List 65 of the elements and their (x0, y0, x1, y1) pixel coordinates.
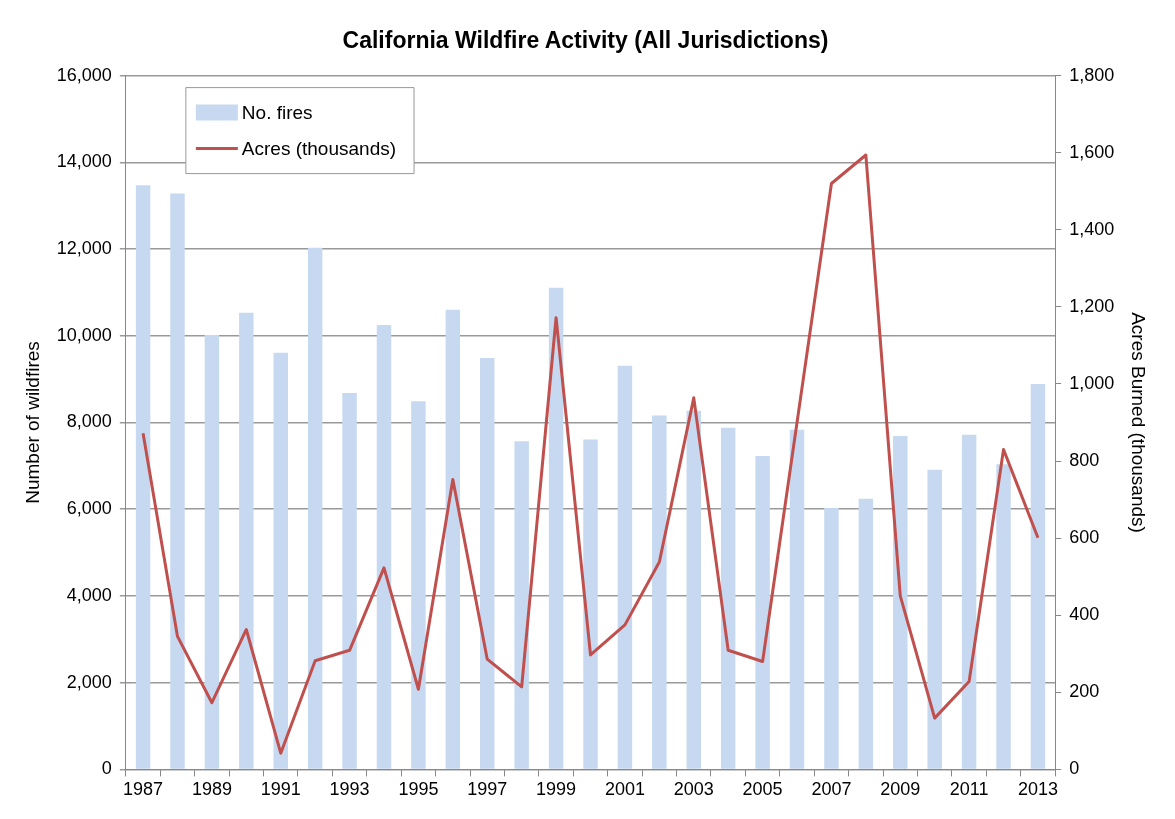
y2-tick-label: 0 (1069, 758, 1080, 779)
bar (583, 439, 598, 769)
x-tick-label: 1991 (260, 779, 301, 800)
bar (411, 401, 426, 769)
bar (1030, 383, 1046, 769)
x-tick-label: 1995 (398, 779, 439, 800)
x-tick-label: 1999 (536, 779, 577, 800)
x-tick-label: 2005 (742, 779, 783, 800)
legend-label: Acres (thousands) (241, 137, 397, 159)
bar (789, 429, 805, 769)
y-axis-title: Number of wildfires (21, 341, 43, 504)
y2-tick-label: 1,800 (1069, 64, 1115, 85)
bar (824, 507, 839, 769)
bar (307, 247, 323, 769)
x-tick-label: 2001 (604, 779, 645, 800)
bar (927, 469, 942, 769)
y-tick-label: 14,000 (56, 151, 112, 172)
bar (548, 287, 564, 769)
x-tick-label: 1993 (329, 779, 370, 800)
bar (652, 415, 667, 769)
y2-tick-label: 400 (1069, 604, 1100, 625)
y2-tick-label: 600 (1069, 527, 1100, 548)
bar (204, 334, 220, 769)
y-tick-label: 12,000 (56, 238, 112, 259)
y-tick-label: 16,000 (56, 64, 112, 85)
bar (514, 441, 529, 769)
bar (342, 393, 357, 769)
bar (686, 410, 701, 769)
x-tick-label: 2013 (1017, 779, 1058, 800)
y2-tick-label: 1,000 (1069, 372, 1115, 393)
bar (720, 427, 736, 769)
y-tick-label: 0 (101, 758, 112, 779)
legend-label: No. fires (241, 101, 313, 123)
bar (961, 434, 977, 769)
x-tick-label: 2011 (949, 779, 989, 800)
x-tick-label: 2007 (811, 779, 852, 800)
bar (858, 498, 874, 769)
x-tick-label: 1987 (123, 779, 164, 800)
bar (755, 455, 770, 769)
bar (135, 185, 151, 769)
y-tick-label: 4,000 (66, 584, 112, 605)
bar (170, 193, 185, 769)
y2-tick-label: 1,200 (1069, 295, 1115, 316)
y-tick-label: 8,000 (66, 411, 112, 432)
x-tick-label: 2009 (880, 779, 921, 800)
bar (617, 365, 633, 769)
bar (239, 312, 254, 769)
y2-tick-label: 1,400 (1069, 218, 1115, 239)
y2-axis-title: Acres Burned (thousands) (1128, 312, 1150, 533)
y-tick-label: 6,000 (66, 498, 112, 519)
bar (480, 357, 495, 769)
y2-tick-label: 800 (1069, 450, 1100, 471)
x-tick-label: 1989 (191, 779, 232, 800)
bar (893, 435, 908, 769)
bar (376, 324, 392, 769)
bar (273, 352, 288, 769)
bar (445, 309, 461, 769)
x-tick-label: 2003 (673, 779, 714, 800)
x-tick-label: 1997 (467, 779, 508, 800)
chart-title: California Wildfire Activity (All Jurisdictions) (342, 27, 829, 54)
y2-tick-label: 200 (1069, 681, 1100, 702)
y-tick-label: 2,000 (66, 671, 112, 692)
y-tick-label: 10,000 (56, 324, 112, 345)
bar (996, 464, 1011, 769)
y2-tick-label: 1,600 (1069, 141, 1115, 162)
